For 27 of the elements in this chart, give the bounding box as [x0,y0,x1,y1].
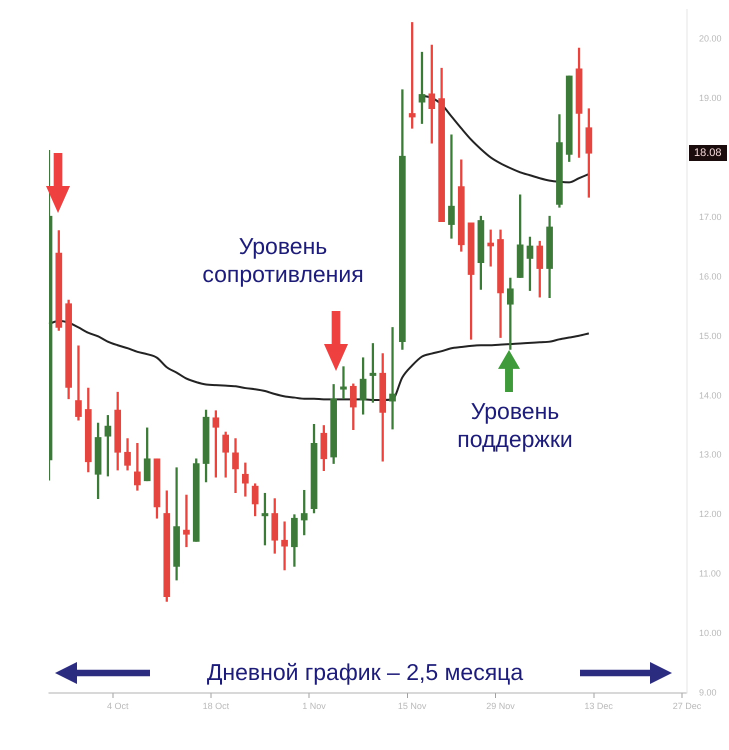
y-tick-label: 10.00 [699,628,722,638]
annotation: Уровень поддержки [456,397,574,453]
x-tick-label: 15 Nov [398,700,427,711]
y-tick-label: 15.00 [699,330,722,341]
candlestick [212,410,220,478]
x-tick-label: 4 Oct [106,700,129,711]
annotation: Дневной график – 2,5 месяца [206,658,524,686]
y-tick-label: 17.00 [699,212,722,222]
candlestick [408,22,416,129]
candlestick [487,230,494,267]
annotation: 18.08 [689,145,727,162]
annotation: Уровень сопротивления [201,232,365,288]
x-tick-label: 29 Nov [486,700,516,711]
candlestick [428,44,436,144]
y-tick-label: 19.00 [699,93,722,104]
y-tick-label: 16.00 [699,271,722,282]
x-tick-label: 18 Oct [202,700,230,711]
y-tick-label: 20.00 [699,34,722,44]
y-tick-label: 9.00 [699,687,717,698]
x-tick-label: 27 Dec [672,700,702,711]
y-tick-label: 12.00 [699,509,722,520]
x-tick-label: 13 Dec [584,700,614,711]
y-tick-label: 11.00 [699,568,721,579]
candlestick [300,490,308,536]
y-tick-label: 14.00 [699,390,722,400]
x-tick-label: 1 Nov [302,700,326,711]
y-tick-label: 13.00 [699,450,722,460]
